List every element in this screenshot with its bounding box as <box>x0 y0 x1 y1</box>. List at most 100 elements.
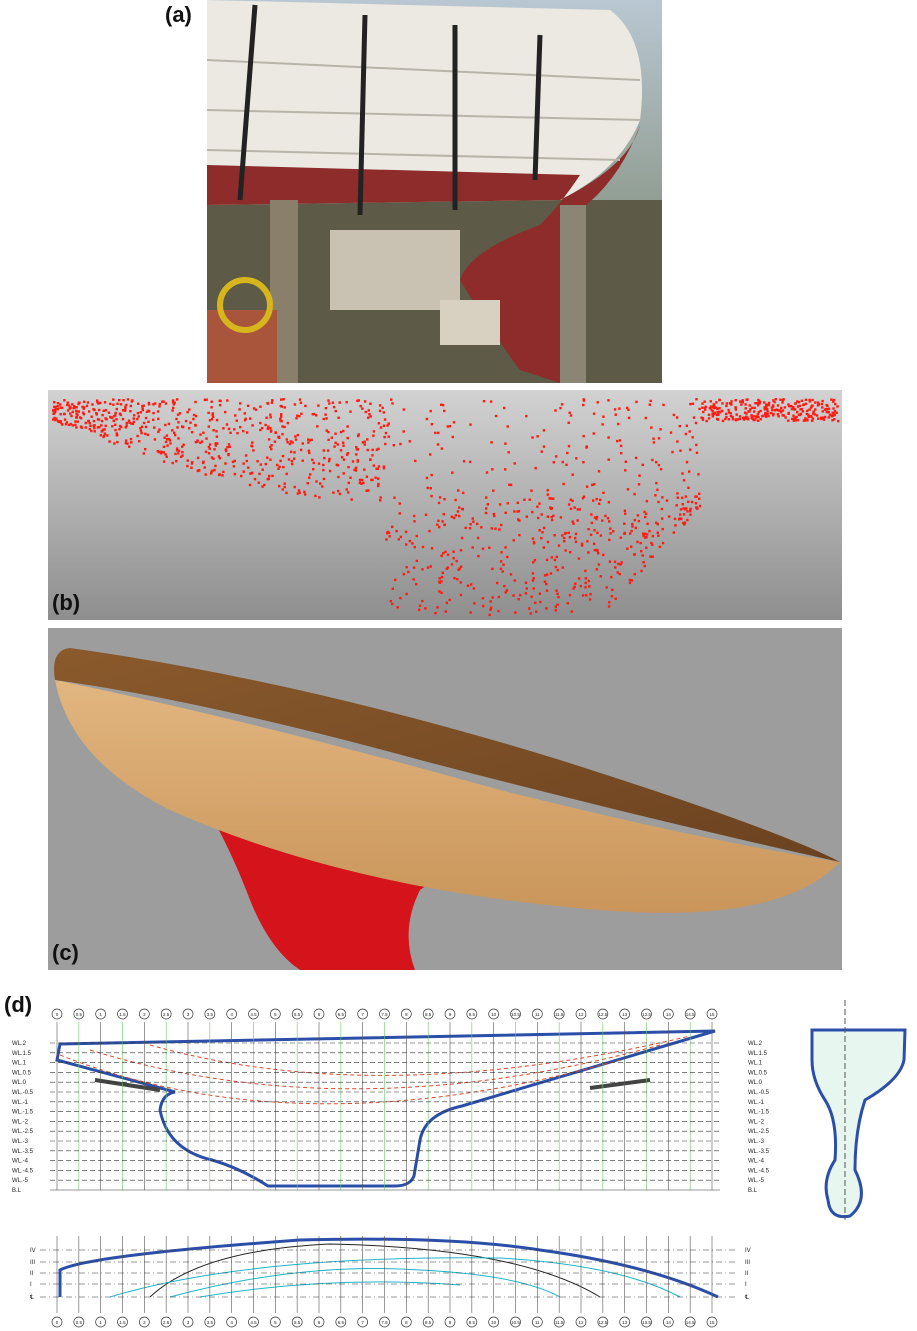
scan-point <box>456 560 458 562</box>
scan-point <box>801 400 803 402</box>
scan-point <box>681 472 683 474</box>
scan-point <box>600 534 602 536</box>
scan-point <box>730 415 732 417</box>
scan-point <box>811 405 813 407</box>
scan-point <box>57 402 59 404</box>
scan-point <box>488 547 490 549</box>
scan-point <box>379 404 381 406</box>
scan-point <box>405 531 407 533</box>
scan-point <box>593 543 595 545</box>
scan-point <box>686 519 688 521</box>
scan-point <box>154 402 156 404</box>
scan-point <box>649 404 651 406</box>
scan-point <box>635 401 637 403</box>
scan-point <box>133 414 135 416</box>
scan-point <box>269 427 271 429</box>
scan-point <box>251 424 253 426</box>
photo-a <box>207 0 662 383</box>
scan-point <box>54 411 56 413</box>
scan-point <box>250 445 252 447</box>
scan-point <box>364 400 366 402</box>
scan-point <box>437 520 439 522</box>
scan-point <box>382 407 384 409</box>
scan-point <box>631 523 633 525</box>
scan-point <box>279 419 281 421</box>
scan-point <box>507 502 509 504</box>
scan-point <box>585 582 587 584</box>
scan-point <box>766 408 768 410</box>
scan-point <box>362 441 364 443</box>
hull-profile <box>57 1031 715 1186</box>
scan-point <box>676 440 678 442</box>
scan-point <box>58 421 60 423</box>
scan-point <box>78 410 80 412</box>
scan-point <box>202 432 204 434</box>
scan-point <box>539 529 541 531</box>
scan-point <box>247 405 249 407</box>
scan-point <box>745 407 747 409</box>
scan-point <box>211 456 213 458</box>
scan-point <box>453 557 455 559</box>
waterline-label: WL.-3 <box>748 1139 765 1145</box>
scan-point <box>195 415 197 417</box>
scan-point <box>620 537 622 539</box>
scan-point <box>502 570 504 572</box>
scan-point <box>63 413 65 415</box>
scan-point <box>689 430 691 432</box>
scan-point <box>286 441 288 443</box>
scan-point <box>213 448 215 450</box>
scan-point <box>71 403 73 405</box>
scan-point <box>685 433 687 435</box>
scan-point <box>258 473 260 475</box>
scan-point <box>492 596 494 598</box>
scan-point <box>226 423 228 425</box>
scan-point <box>507 425 509 427</box>
scan-point <box>328 458 330 460</box>
scan-point <box>245 418 247 420</box>
scan-point <box>337 417 339 419</box>
scan-point <box>191 431 193 433</box>
scan-point <box>129 410 131 412</box>
waterline-label: WL.0.5 <box>748 1070 768 1076</box>
scan-point <box>279 460 281 462</box>
scan-point <box>567 602 569 604</box>
scan-point <box>771 406 773 408</box>
scan-point <box>104 433 106 435</box>
scan-point <box>562 566 564 568</box>
station-label: 12.5 <box>598 1320 607 1325</box>
half-breadth <box>60 1239 718 1297</box>
scan-point <box>573 586 575 588</box>
scan-point <box>114 429 116 431</box>
scan-point <box>696 507 698 509</box>
scan-point <box>692 436 694 438</box>
scan-point <box>274 431 276 433</box>
scan-point <box>777 404 779 406</box>
station-label: 14 <box>666 1012 672 1017</box>
scan-point <box>799 408 801 410</box>
scan-point <box>543 445 545 447</box>
scan-point <box>323 449 325 451</box>
scan-point <box>212 412 214 414</box>
scan-point <box>661 517 663 519</box>
scan-point <box>268 478 270 480</box>
scan-point <box>199 433 201 435</box>
waterline-label: WL.2 <box>12 1041 27 1047</box>
scan-point <box>209 443 211 445</box>
scan-point <box>757 404 759 406</box>
scan-point <box>132 423 134 425</box>
scan-point <box>428 530 430 532</box>
station-label: 1.5 <box>119 1320 126 1325</box>
scan-point <box>655 522 657 524</box>
scan-point <box>619 439 621 441</box>
scan-point <box>334 442 336 444</box>
scan-point <box>587 551 589 553</box>
scan-point <box>392 588 394 590</box>
scan-point <box>754 407 756 409</box>
scan-point <box>503 407 505 409</box>
scan-point <box>514 579 516 581</box>
scan-point <box>718 407 720 409</box>
scan-point <box>463 460 465 462</box>
scan-point <box>328 402 330 404</box>
scan-point <box>751 417 753 419</box>
scan-point <box>496 582 498 584</box>
